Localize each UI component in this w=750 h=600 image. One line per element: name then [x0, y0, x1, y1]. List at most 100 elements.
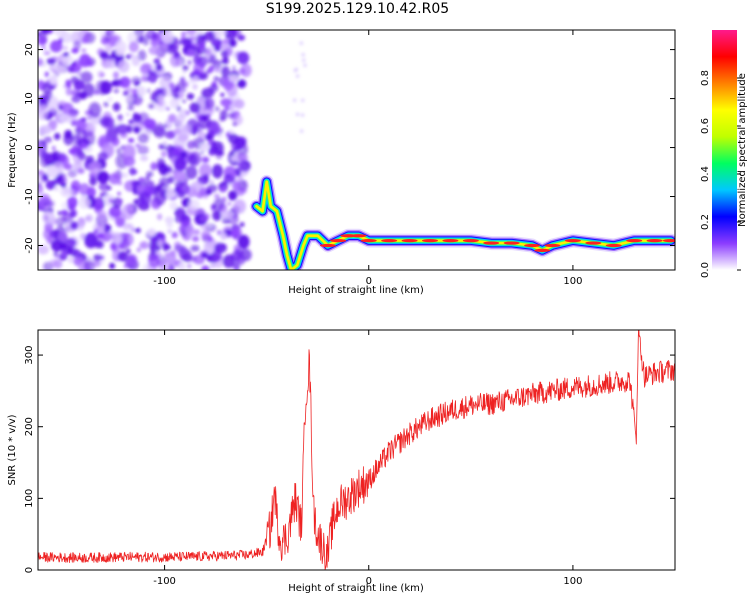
noise-blob: [38, 169, 44, 176]
noise-blob: [150, 162, 158, 171]
noise-blob: [88, 102, 102, 118]
noise-blob: [176, 105, 182, 112]
noise-blob: [136, 247, 141, 253]
noise-blob: [67, 83, 72, 89]
top-x-tick-label: -100: [153, 276, 176, 287]
noise-blob: [89, 176, 97, 186]
noise-blob: [97, 151, 109, 162]
noise-blob: [227, 201, 232, 206]
noise-blob: [239, 208, 244, 214]
noise-blob: [231, 66, 236, 70]
noise-blob: [190, 181, 202, 190]
noise-blob: [38, 35, 48, 46]
noise-blob: [213, 76, 220, 82]
noise-blob: [237, 234, 250, 249]
noise-blob: [211, 207, 216, 212]
noise-blob: [187, 199, 200, 210]
noise-blob: [71, 48, 79, 54]
noise-blob: [214, 66, 220, 73]
noise-blob: [113, 251, 119, 256]
noise-blob: [165, 107, 170, 111]
noise-blob: [109, 262, 116, 270]
noise-blob: [99, 192, 104, 198]
noise-blob: [237, 34, 246, 41]
ridge-peak: [381, 239, 398, 243]
noise-blob: [67, 196, 78, 209]
noise-blob: [205, 222, 212, 227]
top-y-tick-label: -10: [24, 188, 35, 204]
noise-blob: [38, 193, 52, 209]
noise-blob: [101, 232, 114, 242]
noise-blob: [158, 43, 169, 53]
noise-blob: [190, 36, 196, 42]
noise-blob: [58, 104, 63, 111]
snr-series: [38, 330, 675, 570]
noise-blob: [135, 228, 141, 233]
noise-blob: [52, 150, 62, 160]
noise-blob: [132, 113, 142, 123]
noise-blob: [179, 109, 188, 119]
noise-blob: [62, 45, 69, 51]
noise-blob: [133, 126, 141, 134]
noise-blob: [145, 175, 151, 181]
noise-blob: [187, 59, 192, 66]
noise-blob: [49, 40, 63, 53]
noise-blob: [70, 180, 81, 193]
noise-blob: [79, 183, 90, 196]
noise-blob: [173, 136, 186, 150]
noise-blob: [186, 263, 192, 269]
noise-blob: [300, 113, 305, 117]
bottom-y-tick-label: 0: [24, 567, 35, 573]
ridge-peak: [319, 243, 336, 248]
noise-blob: [75, 148, 84, 156]
noise-blob: [295, 112, 300, 116]
noise-blob: [109, 205, 122, 218]
ridge-peak: [462, 239, 479, 243]
noise-blob: [182, 69, 187, 74]
noise-blob: [153, 58, 161, 65]
noise-blob: [148, 103, 155, 109]
ridge-band: [253, 178, 675, 270]
noise-blob: [49, 74, 58, 85]
noise-blob: [178, 124, 189, 137]
noise-blob: [220, 92, 225, 97]
noise-blob: [299, 41, 303, 45]
ridge-band: [255, 180, 673, 270]
snr-frame: [37, 329, 676, 571]
noise-blob: [213, 197, 225, 211]
noise-blob: [186, 93, 195, 100]
noise-blob: [99, 30, 106, 35]
noise-blob: [168, 113, 177, 123]
noise-blob: [78, 197, 91, 209]
noise-blob: [121, 204, 135, 220]
noise-blob: [228, 133, 239, 144]
noise-blob: [153, 122, 167, 139]
noise-blob: [117, 251, 129, 262]
noise-blob: [229, 112, 236, 120]
noise-blob: [208, 108, 213, 112]
top-y-tick-label: -20: [24, 237, 35, 253]
colorbar-tick-label: 0.8: [700, 70, 711, 86]
noise-blob: [128, 167, 137, 176]
noise-blob: [117, 191, 121, 196]
noise-blob: [203, 157, 209, 163]
noise-blob: [209, 179, 214, 185]
noise-blob: [133, 81, 141, 87]
top-y-ticks: -20 -10 0 10 20: [24, 43, 675, 254]
colorbar-tick-label: 0.0: [700, 262, 711, 278]
noise-blob: [138, 177, 146, 183]
noise-blob: [201, 265, 210, 270]
noise-blob: [169, 54, 181, 68]
noise-blob: [218, 184, 223, 188]
noise-blob: [161, 30, 174, 44]
noise-blob: [84, 232, 97, 247]
noise-blob: [192, 236, 200, 242]
noise-blob: [88, 120, 98, 130]
noise-blob: [46, 165, 59, 178]
noise-blob: [38, 31, 42, 37]
noise-blob: [147, 254, 161, 268]
colorbar-gradient: [712, 30, 737, 270]
noise-blob: [194, 229, 200, 236]
noise-blob: [43, 50, 51, 56]
noise-blob: [220, 50, 228, 58]
